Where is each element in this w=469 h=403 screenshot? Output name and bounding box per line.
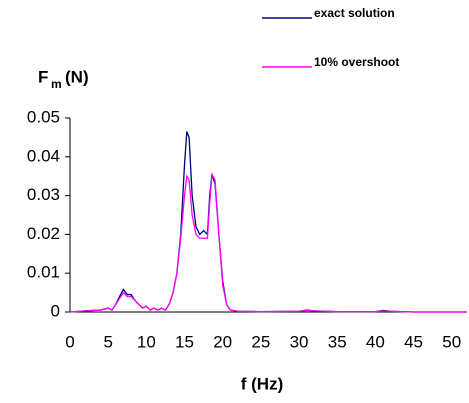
x-tick-label: 10 (137, 332, 156, 351)
x-tick-label: 45 (404, 332, 423, 351)
x-tick-label: 20 (213, 332, 232, 351)
x-tick-label: 40 (366, 332, 385, 351)
legend-label: exact solution (314, 6, 395, 20)
y-axis-label: F (38, 67, 48, 86)
x-tick-label: 25 (251, 332, 270, 351)
y-tick-label: 0 (51, 301, 60, 320)
y-tick-label: 0.05 (27, 107, 60, 126)
x-tick-label: 15 (175, 332, 194, 351)
y-tick-label: 0.03 (27, 185, 60, 204)
series-line (69, 131, 467, 313)
y-axis-label-subscript: m (51, 77, 62, 91)
x-tick-label: 30 (290, 332, 309, 351)
x-axis-label: f (Hz) (241, 374, 283, 393)
y-axis-label-unit: (N) (65, 67, 89, 86)
y-tick-label: 0.04 (27, 146, 60, 165)
y-tick-label: 0.02 (27, 224, 60, 243)
y-tick-label: 0.01 (27, 263, 60, 282)
series-line (69, 171, 467, 313)
x-tick-label: 0 (65, 332, 74, 351)
legend-label: 10% overshoot (314, 55, 399, 69)
x-tick-label: 50 (442, 332, 461, 351)
x-tick-label: 5 (103, 332, 112, 351)
x-tick-label: 35 (328, 332, 347, 351)
